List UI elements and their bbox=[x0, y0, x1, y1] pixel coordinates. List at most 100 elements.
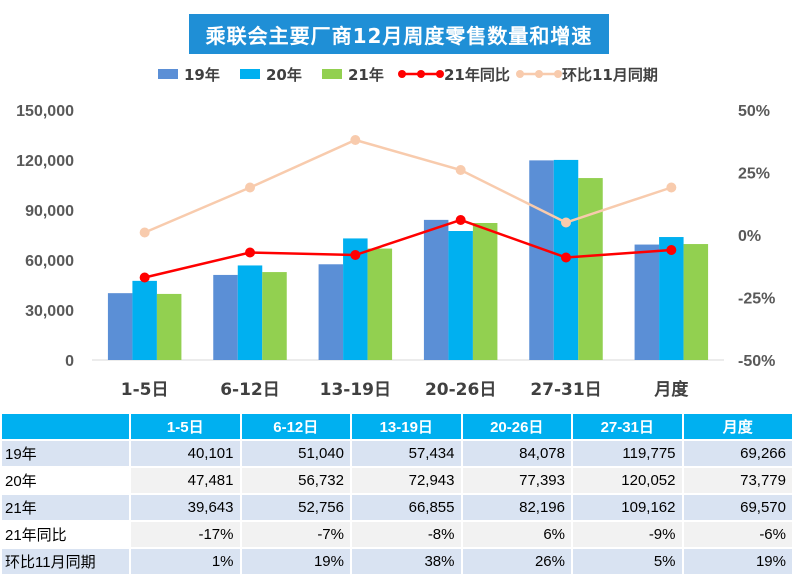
bar-21年 bbox=[262, 272, 287, 360]
table-cell: 72,943 bbox=[350, 466, 463, 495]
point-环比11月同期 bbox=[455, 165, 466, 175]
table-header-cell: 月度 bbox=[681, 412, 794, 441]
table-header-cell: 1-5日 bbox=[129, 412, 242, 441]
row-label: 21年同比 bbox=[0, 520, 131, 549]
table-cell: -6% bbox=[681, 520, 794, 549]
point-环比11月同期 bbox=[139, 227, 150, 238]
point-环比11月同期 bbox=[350, 135, 361, 145]
bar-19年 bbox=[423, 219, 449, 360]
bar-21年 bbox=[578, 178, 603, 360]
point-21年同比 bbox=[561, 252, 571, 263]
row-label: 20年 bbox=[0, 466, 131, 495]
chart-plot: 0 30,000 60,000 90,000 120,000 150,000 -50% -25… bbox=[16, 66, 775, 400]
table-cell: 47,481 bbox=[129, 466, 242, 495]
y-right-tick-label: 25% bbox=[738, 166, 770, 183]
bar-19年 bbox=[529, 160, 554, 360]
line-21年同比 bbox=[144, 218, 672, 279]
table-cell: 69,266 bbox=[681, 439, 794, 468]
legend-marker bbox=[398, 70, 406, 78]
table-cell: 19% bbox=[239, 547, 352, 576]
x-category-label: 27-31日 bbox=[530, 380, 601, 400]
legend-label: 21年 bbox=[348, 66, 384, 84]
table-cell: 19% bbox=[681, 547, 794, 576]
row-label: 21年 bbox=[0, 493, 131, 522]
point-环比11月同期 bbox=[561, 217, 571, 228]
table-header-cell: 27-31日 bbox=[571, 412, 684, 441]
y-right-tick-label: 0% bbox=[738, 228, 761, 245]
table-header-cell: 20-26日 bbox=[460, 412, 573, 441]
table-cell: 52,756 bbox=[239, 493, 352, 522]
point-21年同比 bbox=[139, 272, 150, 283]
table-cell: 51,040 bbox=[239, 439, 352, 468]
point-环比11月同期 bbox=[245, 182, 255, 193]
table-cell: 69,570 bbox=[681, 493, 794, 522]
row-label: 19年 bbox=[0, 439, 131, 468]
legend-label: 21年同比 bbox=[444, 66, 510, 84]
bar-19年 bbox=[213, 274, 238, 360]
table-cell: -7% bbox=[239, 520, 352, 549]
legend-marker bbox=[516, 70, 524, 78]
table-cell: -17% bbox=[129, 520, 242, 549]
legend-label: 20年 bbox=[266, 66, 302, 84]
legend-swatch bbox=[158, 69, 178, 79]
point-21年同比 bbox=[455, 215, 466, 225]
table-cell: 5% bbox=[571, 547, 684, 576]
bar-20年 bbox=[132, 280, 157, 360]
bar-19年 bbox=[634, 244, 660, 360]
legend-swatch bbox=[240, 69, 260, 79]
y-left-tick-label: 150,000 bbox=[16, 103, 74, 120]
table-cell: -8% bbox=[350, 520, 463, 549]
legend-marker bbox=[417, 70, 425, 78]
y-left-tick-label: 60,000 bbox=[25, 253, 74, 270]
bar-21年 bbox=[683, 244, 709, 360]
table-cell: 39,643 bbox=[129, 493, 242, 522]
x-category-label: 1-5日 bbox=[121, 380, 169, 400]
table-cell: 119,775 bbox=[571, 439, 684, 468]
y-left-tick-label: 120,000 bbox=[16, 153, 74, 170]
table-cell: -9% bbox=[571, 520, 684, 549]
line-环比11月同期 bbox=[144, 138, 672, 234]
x-category-label: 13-19日 bbox=[320, 380, 391, 400]
table-header-row: 1-5日 6-12日 13-19日 20-26日 27-31日 月度 bbox=[0, 412, 794, 441]
table-cell: 57,434 bbox=[350, 439, 463, 468]
bar-20年 bbox=[448, 231, 473, 360]
bar-21年 bbox=[367, 248, 393, 360]
legend-marker bbox=[554, 70, 562, 78]
table-cell: 66,855 bbox=[350, 493, 463, 522]
table-row: 21年 39,643 52,756 66,855 82,196 109,162 … bbox=[0, 493, 794, 522]
row-label: 环比11月同期 bbox=[0, 547, 131, 576]
table-cell: 73,779 bbox=[681, 466, 794, 495]
bar-21年 bbox=[472, 223, 498, 360]
legend-label: 19年 bbox=[184, 66, 220, 84]
table-cell: 82,196 bbox=[460, 493, 573, 522]
y-left-tick-label: 30,000 bbox=[25, 303, 74, 320]
bar-21年 bbox=[156, 293, 182, 360]
table-cell: 40,101 bbox=[129, 439, 242, 468]
legend-swatch bbox=[322, 69, 342, 79]
legend-label: 环比11月同期 bbox=[562, 66, 658, 84]
bar-20年 bbox=[659, 237, 684, 360]
data-table: 1-5日 6-12日 13-19日 20-26日 27-31日 月度 19年 4… bbox=[0, 412, 794, 576]
point-21年同比 bbox=[350, 250, 361, 260]
table-row: 21年同比 -17% -7% -8% 6% -9% -6% bbox=[0, 520, 794, 549]
bar-20年 bbox=[237, 265, 263, 360]
y-right-tick-label: -50% bbox=[738, 353, 775, 370]
point-21年同比 bbox=[245, 247, 255, 258]
point-环比11月同期 bbox=[666, 182, 677, 193]
bar-19年 bbox=[318, 264, 344, 360]
table-corner-cell bbox=[0, 412, 131, 441]
y-left-tick-label: 0 bbox=[65, 353, 74, 370]
x-category-label: 20-26日 bbox=[425, 380, 496, 400]
table-cell: 38% bbox=[350, 547, 463, 576]
x-category-label: 6-12日 bbox=[220, 380, 280, 400]
y-left-tick-label: 90,000 bbox=[25, 203, 74, 220]
table-cell: 56,732 bbox=[239, 466, 352, 495]
table-cell: 77,393 bbox=[460, 466, 573, 495]
chart-title: 乘联会主要厂商12月周度零售数量和增速 bbox=[189, 14, 609, 54]
table-row: 19年 40,101 51,040 57,434 84,078 119,775 … bbox=[0, 439, 794, 468]
table-header-cell: 6-12日 bbox=[239, 412, 352, 441]
table-cell: 6% bbox=[460, 520, 573, 549]
table-cell: 26% bbox=[460, 547, 573, 576]
table-row: 环比11月同期 1% 19% 38% 26% 5% 19% bbox=[0, 547, 794, 576]
